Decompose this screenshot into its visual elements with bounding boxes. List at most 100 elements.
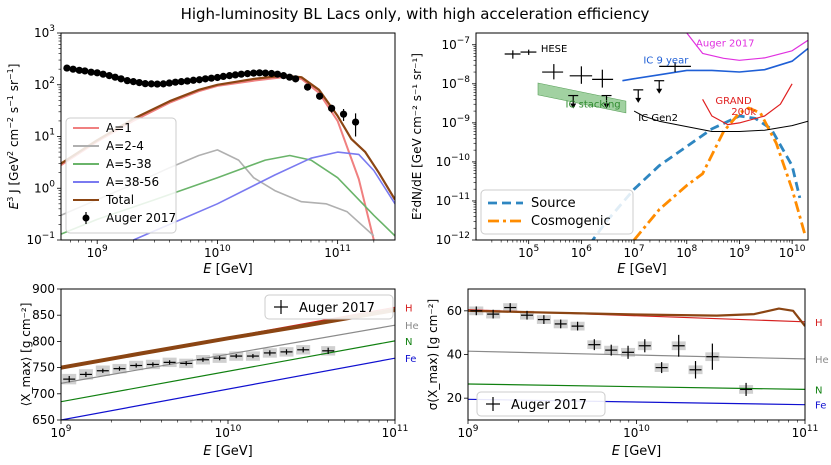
tick-base: 10 xyxy=(441,38,456,52)
series-line-auger-2017 xyxy=(686,33,808,61)
curve-label-200k: 200k xyxy=(731,107,756,118)
tick-exponent: 9 xyxy=(102,244,108,254)
tick-exponent: 9 xyxy=(473,424,479,434)
x-tick-label: 1010 xyxy=(204,244,231,260)
legend: Auger 2017 xyxy=(264,294,394,320)
data-point xyxy=(105,72,113,80)
axes-frame xyxy=(60,288,396,421)
x-tick-label: 107 xyxy=(624,244,645,260)
y-label-part: 3 xyxy=(6,197,15,202)
x-tick-label: 109 xyxy=(729,244,750,260)
legend-label: Auger 2017 xyxy=(511,398,587,413)
x-tick-label: 109 xyxy=(50,424,71,440)
y-axis-label: σ(X_max) [g cm⁻²] xyxy=(426,299,440,410)
tick-base: 10 xyxy=(441,77,456,91)
y-tick-label: 850 xyxy=(32,308,55,322)
y-label-part: −2 xyxy=(6,117,15,129)
y-label-part: −1 xyxy=(6,95,15,107)
data-point xyxy=(273,70,282,78)
x-label-unit: [GeV] xyxy=(625,262,666,277)
tick-exponent: 6 xyxy=(586,244,592,254)
y-tick-label: 10−9 xyxy=(441,114,470,130)
y-tick-label: 800 xyxy=(32,334,55,348)
axes-frame xyxy=(475,32,809,241)
series-line-he xyxy=(61,324,395,384)
y-tick-label: 750 xyxy=(32,361,55,375)
curve-label-ic-9-year: IC 9 year xyxy=(643,56,689,67)
data-point xyxy=(171,78,179,86)
tick-base: 10 xyxy=(571,246,586,260)
series-line-ic-gen2 xyxy=(633,110,808,132)
tick-base: 10 xyxy=(26,233,41,247)
data-point xyxy=(117,75,125,83)
tick-exponent: 10 xyxy=(219,244,231,254)
upper-limit-arrow xyxy=(635,97,642,103)
tick-base: 10 xyxy=(518,246,533,260)
tick-base: 10 xyxy=(436,155,451,169)
data-point xyxy=(225,72,234,80)
element-label-h: H xyxy=(815,318,823,329)
tick-exponent: 10 xyxy=(638,424,650,434)
element-label-h: H xyxy=(405,303,413,314)
data-point xyxy=(339,110,348,118)
y-tick-label: 102 xyxy=(34,76,55,92)
legend-label: A=2-4 xyxy=(106,139,144,153)
legend: Source Cosmogenic xyxy=(480,189,634,235)
tick-exponent: 1 xyxy=(49,128,55,138)
x-tick-label: 106 xyxy=(571,244,592,260)
x-tick-label: 109 xyxy=(457,424,478,440)
tick-base: 10 xyxy=(50,426,65,440)
data-point xyxy=(93,69,101,77)
upper-limit-arrow xyxy=(603,103,610,109)
tick-base: 10 xyxy=(779,246,794,260)
y-tick-label: 900 xyxy=(32,282,55,296)
data-point xyxy=(219,72,227,80)
tick-base: 10 xyxy=(676,246,691,260)
y-tick-label: 10−8 xyxy=(441,75,470,91)
x-tick-label: 109 xyxy=(87,244,108,260)
tick-exponent: −1 xyxy=(42,231,55,241)
x-label-unit: [GeV] xyxy=(211,444,252,459)
axes-frame xyxy=(60,32,396,241)
element-label-fe: Fe xyxy=(815,401,826,412)
x-label-symbol: E xyxy=(203,262,212,277)
x-tick-label: 1010 xyxy=(779,244,806,260)
series-line-a-38-56 xyxy=(133,151,395,240)
data-point xyxy=(165,79,173,87)
y-tick-label: 700 xyxy=(32,387,55,401)
series-line-he xyxy=(468,350,805,360)
curve-label-ic-stacking: IC stacking xyxy=(566,99,621,110)
tick-base: 10 xyxy=(215,426,230,440)
tick-exponent: 2 xyxy=(49,76,55,86)
y-axis-label: E3 J [GeV2 cm−2 s−1 sr−1] xyxy=(6,64,21,210)
data-point xyxy=(75,66,83,74)
tick-exponent: 10 xyxy=(230,424,242,434)
legend: Auger 2017 xyxy=(476,391,606,417)
tick-base: 10 xyxy=(624,246,639,260)
curve-label-grand: GRAND xyxy=(715,96,752,107)
x-label-unit: [GeV] xyxy=(211,262,252,277)
x-axis-label: E [GeV] xyxy=(617,262,666,277)
data-point xyxy=(201,75,209,83)
y-tick-label: 40 xyxy=(447,348,462,362)
legend-box xyxy=(264,294,394,320)
x-label-symbol: E xyxy=(617,262,626,277)
tick-exponent: 7 xyxy=(639,244,645,254)
x-label-symbol: E xyxy=(612,444,621,459)
data-point xyxy=(303,83,312,91)
data-point xyxy=(147,80,155,88)
tick-exponent: 11 xyxy=(807,424,818,434)
y-label-part: cm xyxy=(7,129,21,151)
figure-title: High-luminosity BL Lacs only, with high … xyxy=(181,5,650,23)
series-line-model xyxy=(468,307,805,327)
y-tick-label: 10−10 xyxy=(436,153,471,169)
series-line-model xyxy=(61,308,395,370)
tick-base: 10 xyxy=(34,181,49,195)
y-tick-label: 650 xyxy=(32,413,55,427)
legend-box xyxy=(480,189,634,235)
data-point xyxy=(135,79,143,87)
series-line-n xyxy=(468,383,805,390)
data-point xyxy=(195,76,203,84)
